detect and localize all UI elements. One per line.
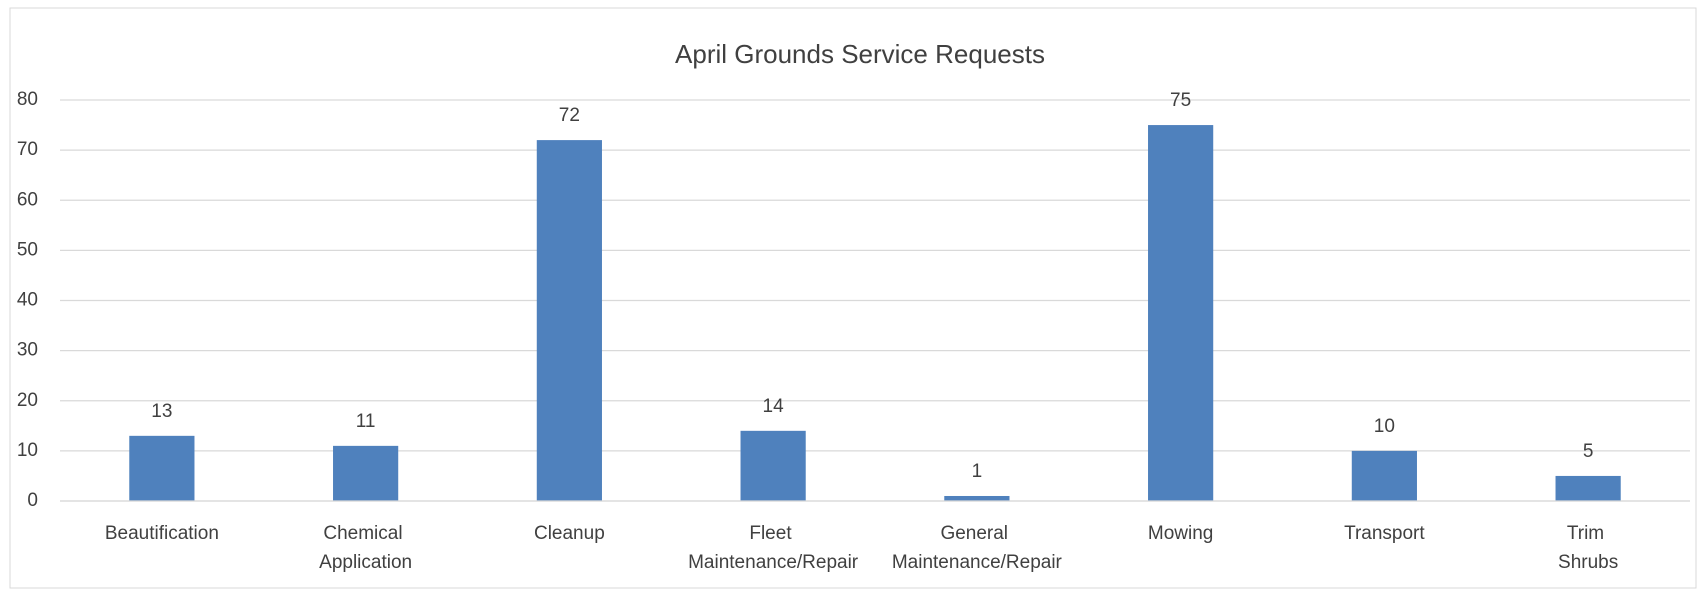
bar bbox=[1555, 475, 1621, 501]
y-tick-label: 70 bbox=[17, 139, 38, 160]
bar bbox=[944, 495, 1010, 501]
x-tick-label: Trim Shrubs bbox=[1558, 523, 1618, 573]
chart-title: April Grounds Service Requests bbox=[675, 39, 1045, 69]
y-tick-label: 0 bbox=[27, 490, 38, 511]
x-tick-label: Chemical Application bbox=[319, 523, 412, 573]
x-tick-label: Transport bbox=[1344, 523, 1425, 544]
y-tick-label: 60 bbox=[17, 189, 38, 210]
data-label: 72 bbox=[559, 105, 580, 126]
data-label: 13 bbox=[151, 401, 172, 422]
y-tick-label: 80 bbox=[17, 89, 38, 110]
y-tick-label: 50 bbox=[17, 239, 38, 260]
bar bbox=[536, 140, 602, 501]
data-label: 11 bbox=[356, 411, 376, 432]
x-tick-label: Mowing bbox=[1148, 523, 1213, 544]
bar bbox=[1351, 450, 1417, 501]
x-tick-label: Fleet Maintenance/Repair bbox=[688, 523, 859, 573]
bar bbox=[129, 435, 195, 501]
data-label: 10 bbox=[1374, 416, 1395, 437]
data-label: 1 bbox=[972, 461, 983, 482]
bar bbox=[333, 445, 399, 501]
x-tick-label: Cleanup bbox=[534, 523, 605, 544]
y-tick-label: 20 bbox=[17, 390, 38, 411]
data-label: 14 bbox=[763, 396, 785, 417]
y-tick-label: 30 bbox=[17, 340, 38, 361]
x-tick-label: Beautification bbox=[105, 523, 219, 544]
x-tick-label: General Maintenance/Repair bbox=[892, 523, 1063, 573]
y-tick-label: 40 bbox=[17, 290, 38, 311]
data-label: 75 bbox=[1170, 90, 1191, 111]
data-label: 5 bbox=[1583, 441, 1594, 462]
bar bbox=[740, 430, 806, 501]
bar bbox=[1148, 125, 1214, 501]
y-tick-label: 10 bbox=[17, 440, 38, 461]
